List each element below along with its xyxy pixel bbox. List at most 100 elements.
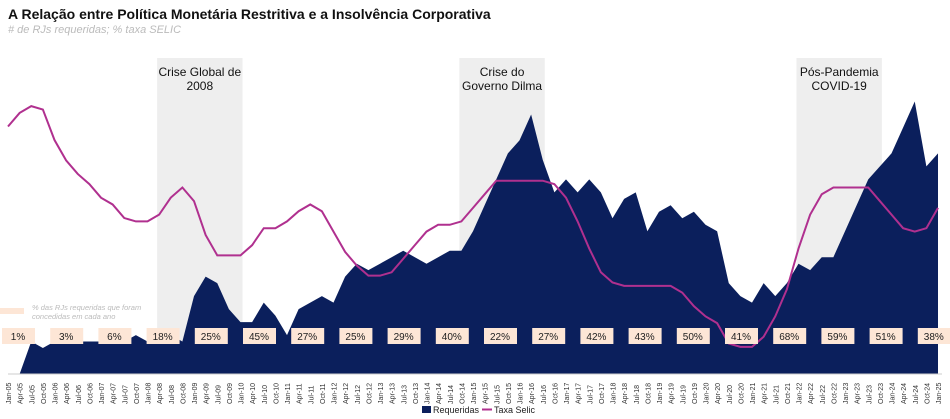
x-tick-label: Jul-15: [494, 385, 501, 404]
granted-share-label: 3%: [59, 332, 74, 343]
granted-share-label: 68%: [779, 332, 799, 343]
x-tick-label: Jul-05: [29, 385, 36, 404]
x-tick-label: Apr-06: [64, 383, 71, 404]
x-tick-label: Apr-13: [390, 383, 397, 404]
granted-share-box: [50, 328, 84, 344]
x-tick-label: Jul-22: [820, 385, 827, 404]
chart-subtitle: # de RJs requeridas; % taxa SELIC: [8, 24, 182, 36]
granted-share-label: 27%: [538, 332, 558, 343]
x-tick-label: Jan-13: [378, 382, 385, 404]
x-tick-label: Jul-09: [215, 385, 222, 404]
x-tick-label: Apr-17: [576, 383, 583, 404]
x-tick-label: Apr-22: [808, 383, 815, 404]
x-tick-label: Oct-06: [87, 383, 94, 404]
x-tick-label: Oct-07: [134, 383, 141, 404]
granted-share-note: concedidas em cada ano: [32, 312, 115, 321]
x-tick-label: Jul-10: [262, 385, 269, 404]
x-tick-label: Jul-24: [913, 385, 920, 404]
x-tick-label: Apr-15: [483, 383, 490, 404]
x-tick-label: Oct-05: [41, 383, 48, 404]
granted-share-label: 25%: [201, 332, 221, 343]
x-tick-label: Jan-14: [425, 382, 432, 404]
granted-share-box: [917, 328, 950, 344]
granted-share-label: 40%: [442, 332, 462, 343]
x-tick-label: Jan-08: [146, 382, 153, 404]
x-tick-label: Apr-19: [669, 383, 676, 404]
x-tick-label: Apr-09: [204, 383, 211, 404]
x-tick-label: Jan-10: [239, 382, 246, 404]
x-tick-label: Apr-20: [715, 383, 722, 404]
x-tick-label: Jul-12: [355, 385, 362, 404]
granted-share-box: [676, 328, 710, 344]
x-tick-label: Jan-21: [750, 382, 757, 404]
crisis-label: COVID-19: [812, 79, 868, 93]
x-tick-label: Oct-17: [599, 383, 606, 404]
granted-share-label: 50%: [683, 332, 703, 343]
x-tick-label: Oct-09: [227, 383, 234, 404]
x-tick-label: Apr-07: [111, 383, 118, 404]
x-tick-label: Apr-08: [157, 383, 164, 404]
x-tick-label: Jul-18: [634, 385, 641, 404]
x-tick-label: Jul-21: [773, 385, 780, 404]
x-tick-label: Apr-11: [297, 383, 304, 404]
granted-share-label: 41%: [731, 332, 751, 343]
x-tick-label: Jan-07: [99, 382, 106, 404]
granted-share-label: 43%: [635, 332, 655, 343]
x-tick-label: Oct-21: [785, 383, 792, 404]
requeridas-area: [8, 101, 938, 374]
x-tick-label: Oct-16: [552, 383, 559, 404]
x-tick-label: Apr-21: [762, 383, 769, 404]
x-tick-label: Jan-12: [332, 382, 339, 404]
x-tick-label: Jan-15: [471, 382, 478, 404]
x-tick-label: Jul-23: [866, 385, 873, 404]
granted-share-box: [98, 328, 132, 344]
granted-share-label: 6%: [107, 332, 122, 343]
granted-share-box: [580, 328, 614, 344]
granted-share-box: [484, 328, 517, 344]
crisis-label: Governo Dilma: [462, 79, 542, 93]
x-tick-label: Oct-11: [320, 383, 327, 404]
x-tick-label: Jan-16: [518, 382, 525, 404]
crisis-label: Crise Global de: [158, 65, 241, 79]
granted-share-label: 45%: [249, 332, 269, 343]
granted-share-label: 29%: [394, 332, 414, 343]
granted-share-label: 59%: [827, 332, 847, 343]
x-tick-label: Jul-08: [169, 385, 176, 404]
granted-share-box: [339, 328, 373, 344]
granted-share-box: [291, 328, 325, 344]
x-tick-label: Oct-14: [459, 383, 466, 404]
granted-share-box: [628, 328, 662, 344]
granted-share-box: [146, 328, 180, 344]
x-tick-label: Oct-12: [366, 383, 373, 404]
granted-share-box: [869, 328, 903, 344]
granted-share-label: 51%: [876, 332, 896, 343]
x-tick-label: Jul-19: [680, 385, 687, 404]
x-tick-label: Jul-11: [308, 385, 315, 404]
granted-share-label: 27%: [297, 332, 317, 343]
x-tick-label: Oct-24: [924, 383, 931, 404]
x-tick-label: Jan-17: [564, 382, 571, 404]
granted-share-box: [194, 328, 228, 344]
granted-share-label: 25%: [345, 332, 365, 343]
granted-share-label: 22%: [490, 332, 510, 343]
legend-selic-label: Taxa Selic: [494, 405, 536, 415]
x-tick-label: Jan-18: [611, 382, 618, 404]
granted-share-box: [532, 328, 566, 344]
x-tick-label: Oct-19: [692, 383, 699, 404]
x-tick-label: Jul-13: [401, 385, 408, 404]
x-tick-label: Apr-16: [529, 383, 536, 404]
selic-line: [7, 105, 939, 348]
x-tick-label: Jul-20: [727, 385, 734, 404]
crisis-label: Pós-Pandemia: [800, 65, 879, 79]
x-tick-label: Oct-15: [506, 383, 513, 404]
x-tick-label: Apr-05: [18, 383, 25, 404]
granted-share-box: [773, 328, 807, 344]
x-tick-label: Oct-10: [273, 383, 280, 404]
granted-share-legend-swatch: [0, 308, 24, 314]
crisis-label: Crise do: [480, 65, 525, 79]
x-tick-label: Apr-10: [250, 383, 257, 404]
x-tick-label: Jan-25: [936, 382, 943, 404]
granted-share-label: 42%: [586, 332, 606, 343]
granted-share-note: % das RJs requeridas que foram: [32, 303, 141, 312]
